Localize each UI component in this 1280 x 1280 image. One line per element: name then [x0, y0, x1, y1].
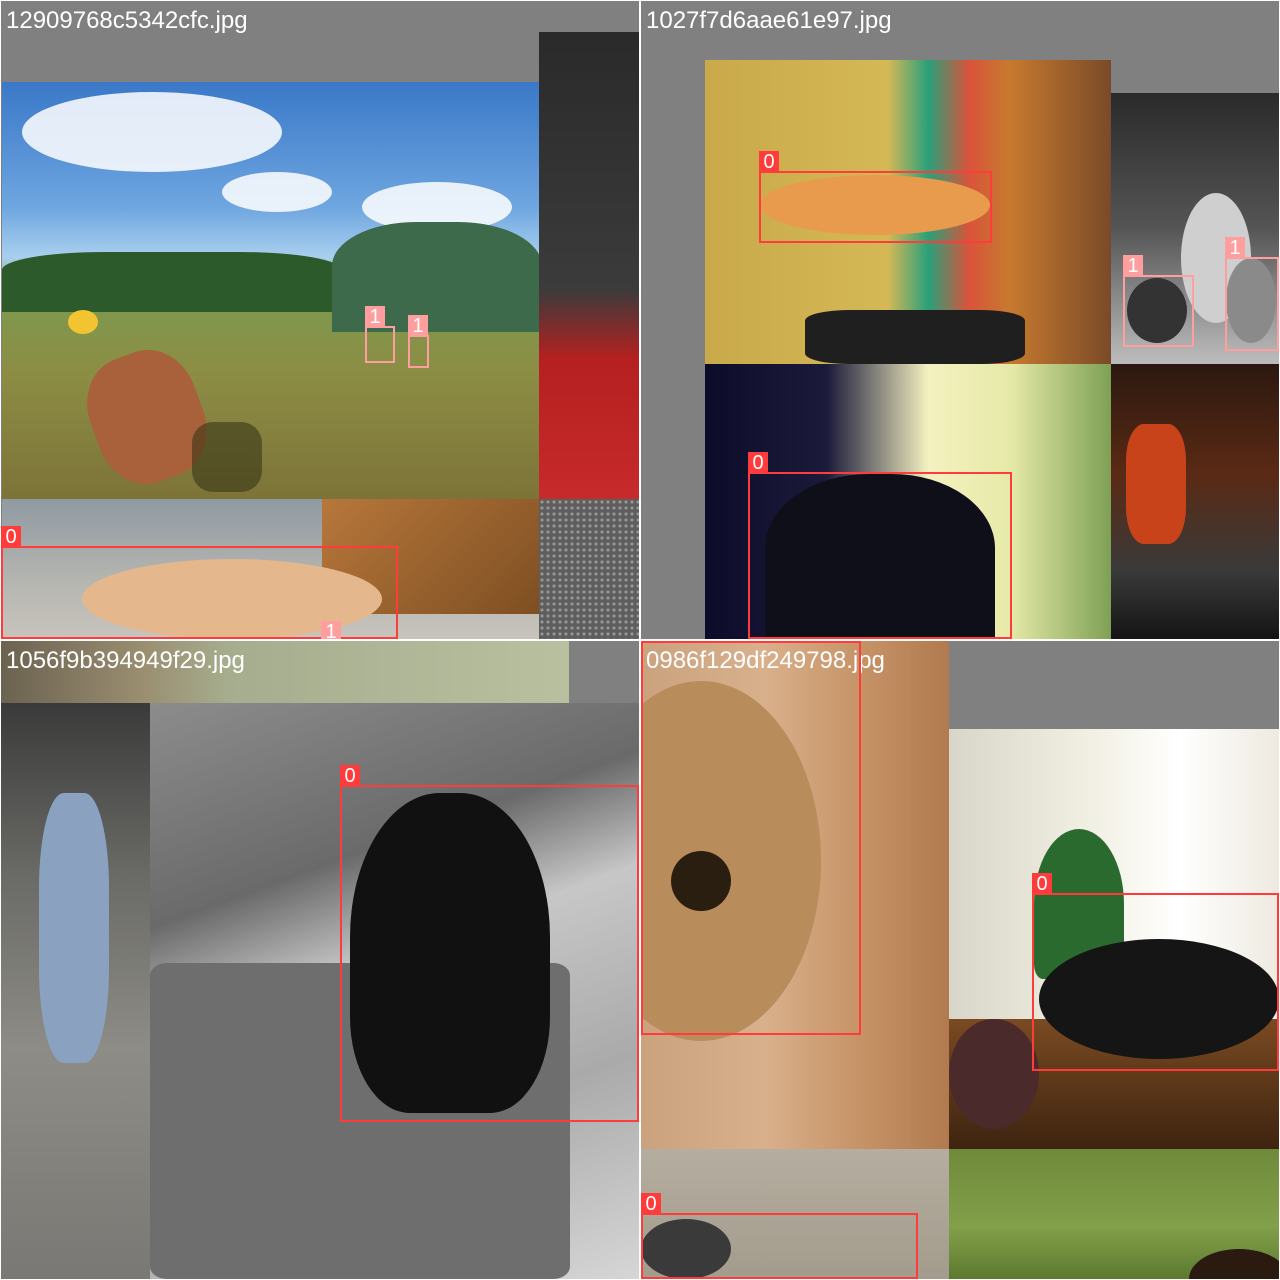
black-cat	[765, 474, 995, 639]
bbox-cat: 0	[340, 765, 639, 1122]
bbox-label: 1	[321, 621, 341, 639]
black-cat	[350, 793, 550, 1113]
bbox-label: 0	[1032, 873, 1052, 895]
clouds	[222, 172, 332, 212]
cat-window-photo	[705, 364, 1111, 639]
bbox-cat: 0	[748, 452, 1012, 639]
dachshund	[1127, 278, 1187, 343]
pine-trees	[332, 222, 539, 332]
tree-line	[2, 252, 342, 312]
bbox-label: 1	[408, 315, 428, 337]
clouds	[22, 92, 282, 172]
bbox-label: 1	[365, 306, 385, 328]
bbox-cat: 0	[1032, 873, 1279, 1071]
bbox-dog: 1	[365, 306, 395, 363]
dog-shadow	[192, 422, 262, 492]
cat-on-chair-photo	[705, 60, 1111, 364]
dark-closeup-photo	[539, 32, 639, 499]
man-walking	[39, 793, 109, 1063]
park-dog-frisbee-photo	[2, 82, 539, 499]
bbox-cat: 0	[641, 641, 861, 1035]
grapes-bowl	[949, 1019, 1039, 1129]
fireplace-photo	[1111, 364, 1279, 639]
black-cat-doormat-photo	[150, 703, 639, 1279]
image-filename: 0986f129df249798.jpg	[646, 647, 885, 674]
bbox-label: 0	[641, 641, 661, 643]
bbox-label: 0	[340, 765, 360, 787]
bbox-cat: 0	[759, 151, 992, 243]
bbox-dog: 1	[1123, 255, 1194, 347]
bbox-label: 0	[759, 151, 779, 173]
mosaic-quadrant-1: 12909768c5342cfc.jpg 1 1 0 1	[1, 1, 639, 639]
gravel-photo	[539, 499, 639, 639]
orange-cat	[760, 175, 990, 235]
small-dog	[1226, 258, 1276, 343]
cat-christmas-table-photo	[949, 729, 1279, 1149]
bbox-label: 0	[1, 526, 21, 548]
mosaic-quadrant-3: 1056f9b394949f29.jpg 0	[1, 641, 639, 1279]
man-walking-photo	[1, 703, 150, 1279]
kitten-eye	[671, 851, 731, 911]
bbox-label: 1	[1225, 237, 1245, 259]
frisbee	[68, 310, 98, 334]
bbox-label: 0	[641, 1193, 661, 1215]
black-cat	[1039, 939, 1279, 1059]
bbox-label: 0	[748, 452, 768, 474]
cat-in-dirt	[641, 1219, 731, 1279]
bbox-cat: 0	[1, 526, 398, 639]
mosaic-quadrant-4: 0986f129df249798.jpg 0 0 0	[641, 641, 1279, 1279]
bbox-cat: 0	[641, 1193, 918, 1279]
mosaic-quadrant-2: 1027f7d6aae61e97.jpg 0 1 1 0	[641, 1, 1279, 639]
kitten-closeup-photo	[641, 641, 949, 1149]
bbox-dog: 1	[1225, 237, 1279, 351]
image-filename: 12909768c5342cfc.jpg	[6, 7, 248, 34]
bbox-label: 1	[1123, 255, 1143, 277]
grass-strip-photo	[1, 641, 569, 703]
image-filename: 1027f7d6aae61e97.jpg	[646, 7, 892, 34]
image-filename: 1056f9b394949f29.jpg	[6, 647, 245, 674]
fire	[1126, 424, 1186, 544]
lawn-photo	[949, 1149, 1279, 1279]
dark-cushion	[805, 310, 1025, 364]
dark-object	[1189, 1249, 1279, 1279]
sleeping-cat-photo	[2, 499, 539, 639]
bbox-dog: 1	[408, 315, 429, 368]
